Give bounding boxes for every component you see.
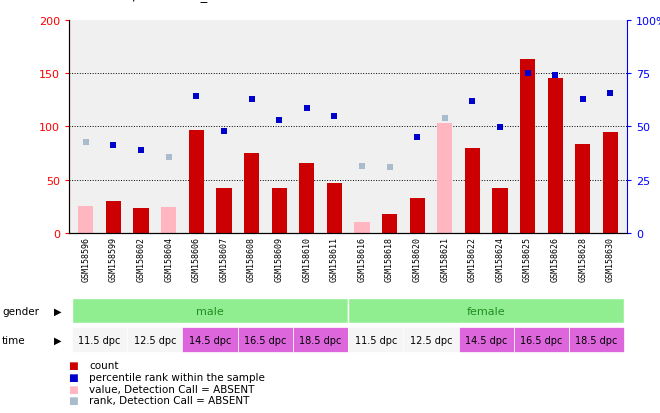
Text: 16.5 dpc: 16.5 dpc [520, 335, 562, 345]
Text: GSM158609: GSM158609 [275, 236, 284, 281]
Point [467, 98, 478, 105]
Text: GSM158620: GSM158620 [412, 236, 422, 281]
Text: 16.5 dpc: 16.5 dpc [244, 335, 286, 345]
Bar [299, 163, 314, 233]
Text: GSM158607: GSM158607 [219, 236, 228, 281]
Point [191, 94, 201, 100]
Bar [410, 198, 425, 233]
Text: GSM158606: GSM158606 [192, 236, 201, 281]
Bar [382, 214, 397, 233]
FancyBboxPatch shape [238, 328, 293, 352]
Point [356, 163, 367, 170]
Bar [492, 189, 508, 233]
Point [246, 96, 257, 103]
Text: ■: ■ [68, 361, 77, 370]
Text: GSM158599: GSM158599 [109, 236, 118, 281]
Text: GSM158604: GSM158604 [164, 236, 173, 281]
Text: ▶: ▶ [54, 306, 61, 316]
Bar [244, 154, 259, 233]
Point [522, 71, 533, 77]
FancyBboxPatch shape [459, 328, 513, 352]
Text: GSM158608: GSM158608 [247, 236, 256, 281]
Text: GSM158622: GSM158622 [468, 236, 477, 281]
Text: GSM158602: GSM158602 [137, 236, 146, 281]
Point [302, 106, 312, 112]
Point [108, 143, 119, 150]
Bar [106, 202, 121, 233]
Point [136, 147, 147, 154]
Text: 14.5 dpc: 14.5 dpc [465, 335, 508, 345]
Text: GSM158616: GSM158616 [358, 236, 366, 281]
Point [550, 73, 560, 79]
Text: 18.5 dpc: 18.5 dpc [576, 335, 618, 345]
Bar [327, 183, 342, 233]
Text: value, Detection Call = ABSENT: value, Detection Call = ABSENT [89, 384, 255, 394]
Point [440, 115, 450, 122]
Point [164, 154, 174, 161]
Bar [548, 79, 563, 233]
Text: GSM158630: GSM158630 [606, 236, 615, 281]
Bar [576, 145, 591, 233]
Point [605, 91, 616, 97]
Bar [465, 148, 480, 233]
Bar [161, 208, 176, 233]
Point [329, 113, 340, 120]
Text: 11.5 dpc: 11.5 dpc [79, 335, 121, 345]
FancyBboxPatch shape [348, 328, 403, 352]
Point [274, 117, 284, 124]
Text: 12.5 dpc: 12.5 dpc [410, 335, 452, 345]
Text: GSM158624: GSM158624 [496, 236, 504, 281]
Point [495, 125, 506, 131]
Text: female: female [467, 306, 506, 316]
Point [81, 140, 91, 146]
Text: ■: ■ [68, 384, 77, 394]
Text: GSM158628: GSM158628 [578, 236, 587, 281]
Point [412, 134, 422, 141]
Text: ■: ■ [68, 395, 77, 405]
Text: GSM158610: GSM158610 [302, 236, 312, 281]
Bar [79, 207, 94, 233]
Text: 18.5 dpc: 18.5 dpc [300, 335, 342, 345]
Text: count: count [89, 361, 119, 370]
Bar [354, 223, 370, 233]
Text: percentile rank within the sample: percentile rank within the sample [89, 372, 265, 382]
Text: GSM158626: GSM158626 [550, 236, 560, 281]
Text: GSM158625: GSM158625 [523, 236, 532, 281]
FancyBboxPatch shape [183, 328, 238, 352]
Point [384, 164, 395, 171]
Point [218, 128, 229, 135]
FancyBboxPatch shape [513, 328, 569, 352]
Text: time: time [2, 335, 26, 345]
Text: ■: ■ [68, 372, 77, 382]
Text: GSM158596: GSM158596 [81, 236, 90, 281]
Text: rank, Detection Call = ABSENT: rank, Detection Call = ABSENT [89, 395, 249, 405]
Text: 12.5 dpc: 12.5 dpc [133, 335, 176, 345]
Point [578, 96, 588, 103]
Bar [603, 132, 618, 233]
FancyBboxPatch shape [348, 299, 624, 323]
Bar [271, 189, 286, 233]
FancyBboxPatch shape [72, 328, 127, 352]
Text: 11.5 dpc: 11.5 dpc [354, 335, 397, 345]
FancyBboxPatch shape [293, 328, 348, 352]
Text: GSM158621: GSM158621 [440, 236, 449, 281]
Bar [133, 209, 149, 233]
Bar [520, 60, 535, 233]
FancyBboxPatch shape [403, 328, 459, 352]
Bar [189, 130, 204, 233]
Text: male: male [196, 306, 224, 316]
FancyBboxPatch shape [72, 299, 348, 323]
FancyBboxPatch shape [127, 328, 183, 352]
Text: 14.5 dpc: 14.5 dpc [189, 335, 231, 345]
Bar [437, 124, 452, 233]
FancyBboxPatch shape [569, 328, 624, 352]
Bar [216, 189, 232, 233]
Text: GSM158611: GSM158611 [330, 236, 339, 281]
Text: GDS2719 / 1446632_at: GDS2719 / 1446632_at [66, 0, 220, 2]
Text: ▶: ▶ [54, 335, 61, 345]
Text: gender: gender [2, 306, 39, 316]
Text: GSM158618: GSM158618 [385, 236, 394, 281]
